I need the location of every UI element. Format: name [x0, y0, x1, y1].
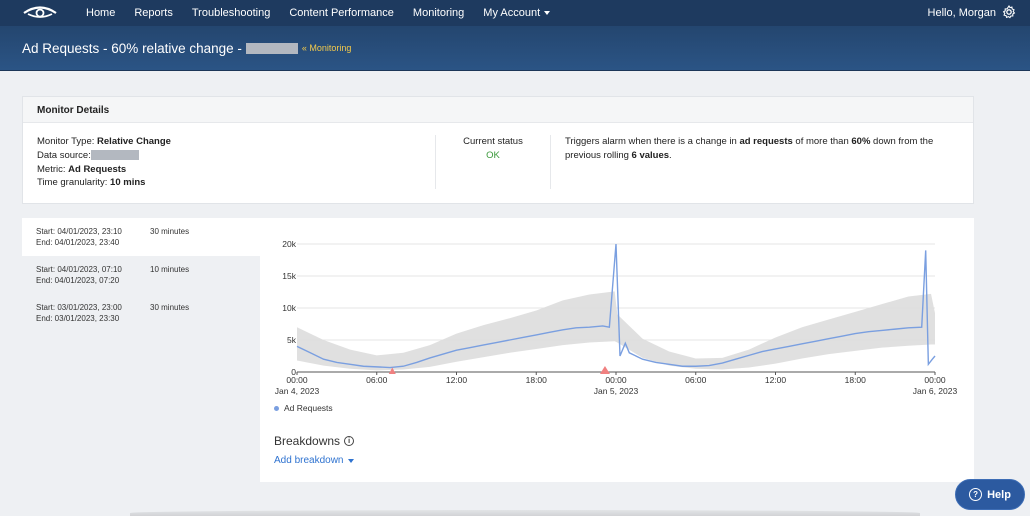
y-tick-label: 5k [287, 335, 297, 345]
alert-list: Start: 04/01/2023, 23:10 End: 04/01/2023… [22, 218, 260, 482]
redacted-block [90, 150, 139, 161]
monitor-details-header: Monitor Details [23, 97, 973, 123]
add-breakdown-label: Add breakdown [274, 455, 344, 466]
list-item[interactable]: Start: 03/01/2023, 23:00 End: 03/01/2023… [22, 294, 260, 332]
x-tick-label: 00:00 [605, 375, 627, 385]
granularity-value: 10 mins [110, 177, 146, 189]
alert-duration: 10 minutes [150, 265, 190, 274]
gear-icon[interactable] [1002, 4, 1016, 22]
granularity-label: Time granularity: [37, 177, 108, 189]
nav-monitoring[interactable]: Monitoring [412, 7, 465, 19]
confidence-band [297, 291, 935, 371]
alert-end: End: 04/01/2023, 07:20 [36, 276, 120, 285]
trigger-text: down from the previous rolling [565, 136, 934, 161]
chart-card: 0 5k 10k 15k 20k 00:00 06:00 12:00 18:00 00:00 06:… [260, 218, 974, 482]
alert-end: End: 03/01/2023, 23:30 [36, 314, 120, 323]
status-label: Current status [463, 136, 523, 147]
divider [435, 135, 436, 189]
legend-label: Ad Requests [284, 403, 333, 413]
help-button[interactable]: ? Help [955, 479, 1025, 510]
question-icon: ? [969, 488, 983, 501]
divider [130, 510, 920, 516]
x-tick-label: 06:00 [366, 375, 388, 385]
alert-end: End: 04/01/2023, 23:40 [36, 238, 120, 247]
y-tick-label: 20k [282, 239, 296, 249]
alert-duration: 30 minutes [150, 227, 190, 236]
x-date-label: Jan 6, 2023 [913, 386, 958, 396]
nav-reports[interactable]: Reports [134, 7, 173, 19]
y-tick-label: 10k [282, 303, 296, 313]
trigger-percent: 60% [851, 136, 871, 147]
x-date-label: Jan 5, 2023 [594, 386, 639, 396]
list-item[interactable]: Start: 04/01/2023, 07:10 End: 04/01/2023… [22, 256, 260, 294]
x-tick-label: 18:00 [845, 375, 867, 385]
breadcrumb-monitoring[interactable]: « Monitoring [301, 43, 352, 53]
series-line-ad-requests [296, 243, 936, 369]
alert-duration: 30 minutes [150, 303, 190, 312]
trigger-count: 6 values [631, 150, 670, 161]
nav-home[interactable]: Home [86, 7, 116, 19]
x-tick-label: 00:00 [924, 375, 946, 385]
alert-start: Start: 04/01/2023, 07:10 [36, 265, 122, 274]
eye-logo-icon[interactable] [22, 4, 58, 22]
chevron-down-icon [544, 11, 551, 15]
nav-my-account-label: My Account [483, 7, 541, 19]
info-icon[interactable]: i [344, 436, 355, 446]
add-breakdown-dropdown[interactable]: Add breakdown [274, 455, 354, 466]
trigger-text: . [669, 150, 672, 161]
x-date-label: Jan 4, 2023 [275, 386, 320, 396]
nav-content-performance[interactable]: Content Performance [289, 7, 394, 19]
nav-troubleshooting[interactable]: Troubleshooting [191, 7, 271, 19]
x-tick-label: 12:00 [446, 375, 468, 385]
user-greeting[interactable]: Hello, Morgan [927, 7, 996, 19]
chevron-down-icon [347, 458, 354, 463]
x-tick-label: 18:00 [526, 375, 548, 385]
metric-label: Metric: [37, 163, 66, 175]
y-tick-label: 15k [282, 271, 296, 281]
trigger-description: Triggers alarm when there is a change in… [551, 135, 961, 190]
monitor-type-value: Relative Change [97, 136, 171, 147]
alarm-marker-icon [599, 366, 610, 374]
monitor-info: Monitor Type: Relative Change Data sourc… [23, 135, 435, 190]
chart-legend[interactable]: Ad Requests [274, 403, 333, 413]
nav-my-account[interactable]: My Account [483, 7, 551, 19]
x-tick-label: 12:00 [765, 375, 787, 385]
monitor-type-label: Monitor Type: [37, 136, 95, 147]
legend-dot-icon [274, 405, 279, 411]
breakdowns-section: Breakdowns i [274, 434, 355, 448]
trigger-text: Triggers alarm when there is a change in [565, 136, 737, 147]
divider [550, 135, 551, 189]
trigger-metric: ad requests [739, 136, 793, 147]
y-tick-label: 0 [291, 367, 296, 377]
current-status: Current status OK [436, 135, 550, 190]
page-title: Ad Requests - 60% relative change - [22, 40, 242, 56]
metric-value: Ad Requests [68, 163, 127, 175]
alarm-marker-icon [388, 367, 396, 374]
status-badge: OK [486, 149, 500, 161]
ad-requests-chart[interactable]: 0 5k 10k 15k 20k 00:00 06:00 12:00 18:00 00:00 06:… [260, 218, 974, 408]
list-item[interactable]: Start: 04/01/2023, 23:10 End: 04/01/2023… [22, 218, 260, 256]
monitor-details-card: Monitor Details Monitor Type: Relative C… [22, 96, 974, 204]
page-header: Ad Requests - 60% relative change - « Mo… [0, 26, 1030, 71]
x-tick-label: 00:00 [286, 375, 308, 385]
breakdowns-title: Breakdowns [274, 434, 341, 448]
top-nav: Home Reports Troubleshooting Content Per… [0, 0, 1030, 26]
alert-start: Start: 03/01/2023, 23:00 [36, 303, 122, 312]
alert-start: Start: 04/01/2023, 23:10 [36, 227, 122, 236]
x-tick-label: 06:00 [685, 375, 707, 385]
redacted-block [245, 42, 298, 54]
help-label: Help [987, 488, 1011, 501]
data-source-label: Data source: [37, 149, 91, 161]
trigger-text: of more than [795, 136, 849, 147]
nav-menu: Home Reports Troubleshooting Content Per… [86, 7, 928, 19]
